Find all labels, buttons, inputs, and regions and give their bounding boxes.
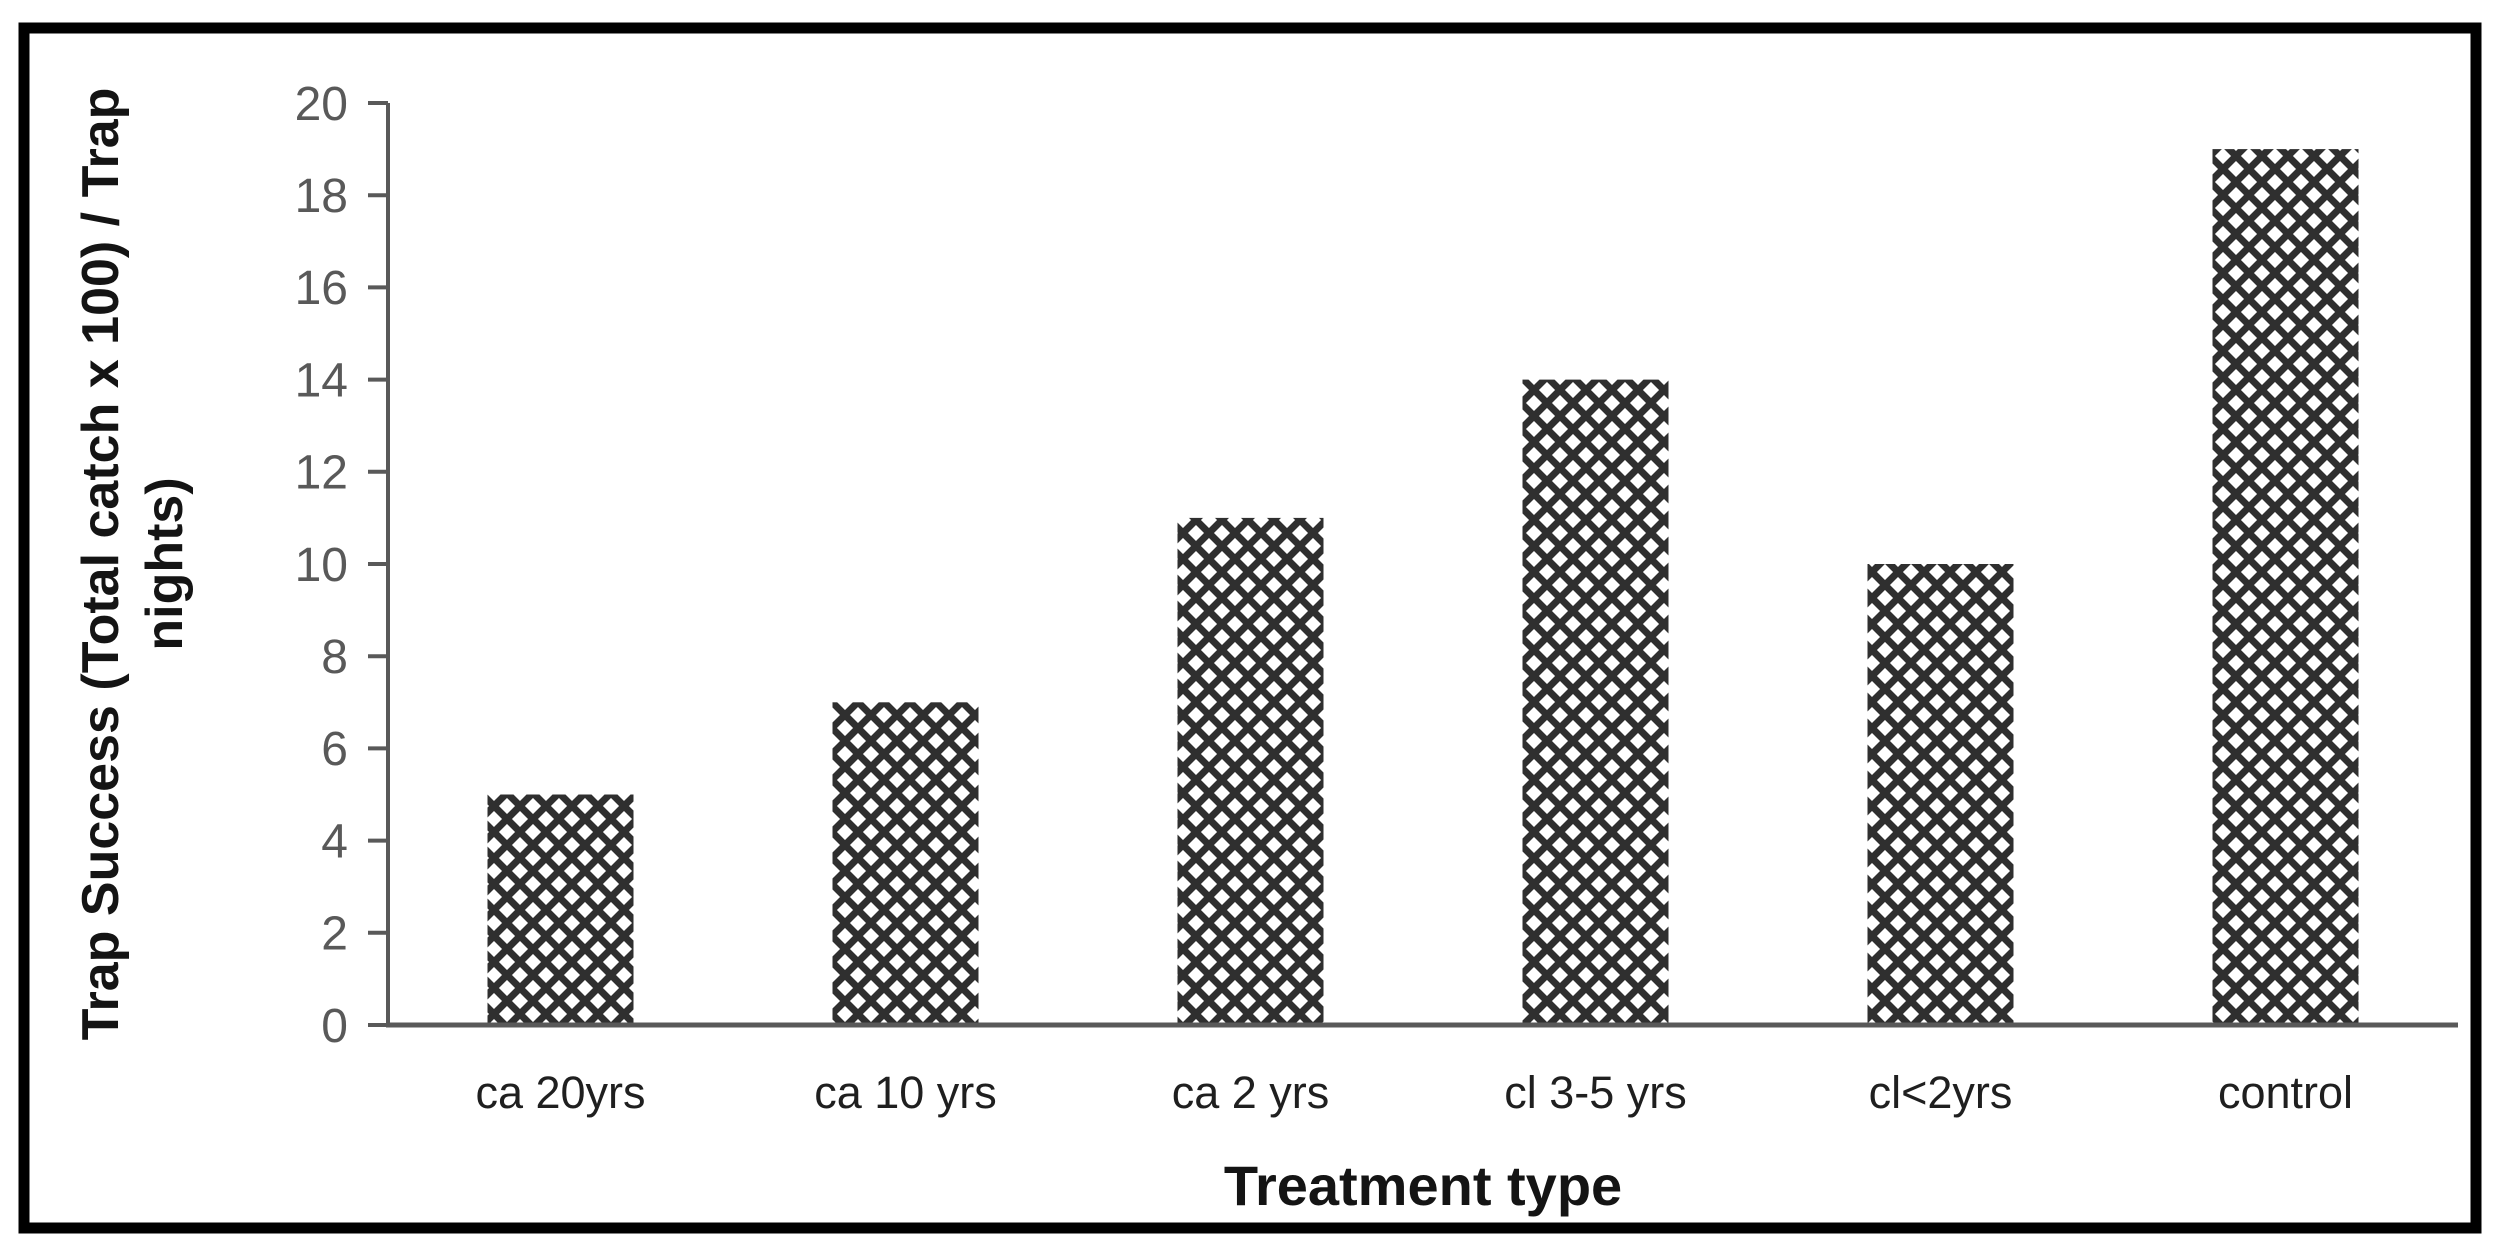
y-tick-label: 18: [295, 170, 348, 223]
x-category-label-4: cl 3-5 yrs: [1504, 1067, 1687, 1118]
y-tick-label: 10: [295, 539, 348, 592]
bar-6: [2212, 149, 2359, 1026]
y-tick-label: 20: [295, 78, 348, 131]
y-tick-label: 16: [295, 262, 348, 315]
x-category-label-3: ca 2 yrs: [1172, 1067, 1330, 1118]
y-tick-label: 12: [295, 447, 348, 500]
figure-border: [18, 22, 2482, 1234]
y-tick-label: 2: [321, 908, 348, 961]
x-category-label-2: ca 10 yrs: [814, 1067, 997, 1118]
x-axis-title: Treatment type: [1224, 1154, 1622, 1217]
bar-5: [1867, 564, 2014, 1025]
y-axis-title-line1: Trap Success (Total catch x 100) / Trap: [72, 88, 130, 1041]
axes-group: [386, 103, 2458, 1028]
bars-group: [487, 149, 2359, 1026]
x-category-label-1: ca 20yrs: [475, 1067, 645, 1118]
y-axis-title: Trap Success (Total catch x 100) / Trap …: [72, 88, 194, 1041]
x-category-labels: ca 20yrs ca 10 yrs ca 2 yrs cl 3-5 yrs cl<2y…: [475, 1067, 2353, 1118]
y-tick-label: 0: [321, 1000, 348, 1053]
bar-1: [487, 794, 634, 1025]
y-tick-label: 8: [321, 631, 348, 684]
x-category-label-5: cl<2yrs: [1869, 1067, 2013, 1118]
y-tick-label: 14: [295, 354, 348, 407]
bar-4: [1522, 379, 1669, 1026]
y-tick-label: 4: [321, 815, 348, 868]
x-category-label-6: control: [2218, 1067, 2353, 1118]
y-axis-ticks-group: 0 2 4 6 8 10 12 14 16 18 20: [295, 78, 388, 1053]
bar-2: [832, 702, 979, 1025]
bar-3: [1177, 517, 1324, 1025]
y-tick-label: 6: [321, 723, 348, 776]
y-axis-title-line2: nights): [136, 477, 194, 650]
